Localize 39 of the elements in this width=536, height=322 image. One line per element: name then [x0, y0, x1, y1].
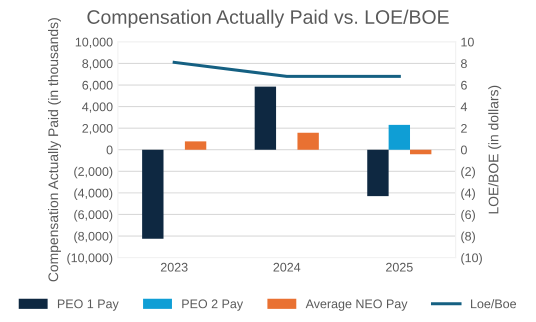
y-tick-label: 0: [106, 146, 113, 154]
y-tick-label: 10,000: [76, 38, 113, 48]
bar: [410, 150, 432, 154]
bar: [184, 141, 206, 150]
legend-label: Loe/Boe: [471, 299, 516, 308]
y2-tick-label: 10: [461, 38, 474, 47]
y-tick-label: 4,000: [82, 102, 113, 113]
legend-label: PEO 1 Pay: [58, 299, 119, 311]
y-tick-label: (2,000): [74, 166, 112, 178]
x-tick-label: 2024: [273, 262, 300, 272]
y-tick-label: 2,000: [82, 124, 113, 134]
y-tick-label: (6,000): [74, 210, 112, 222]
y-tick-label: (10,000): [67, 253, 112, 265]
bar: [254, 86, 276, 150]
y2-tick-label: (2): [461, 166, 475, 178]
y-tick-label: 6,000: [82, 80, 113, 92]
bar: [367, 150, 389, 196]
chart-title: Compensation Actually Paid vs. LOE/BOE: [87, 10, 449, 28]
y2-tick-label: (10): [461, 253, 482, 265]
y-axis-title: Compensation Actually Paid (in thousands): [48, 18, 61, 282]
bar: [142, 150, 164, 239]
y2-tick-label: 8: [461, 59, 467, 68]
x-tick-label: 2023: [160, 262, 188, 272]
y2-axis-title: LOE/BOE (in dollars): [488, 86, 502, 214]
legend-label: PEO 2 Pay: [182, 299, 244, 311]
y2-tick-label: (4): [461, 188, 475, 200]
y-tick-label: (8,000): [74, 231, 112, 244]
y-tick-label: (4,000): [74, 188, 112, 200]
legend-label: Average NEO Pay: [306, 299, 408, 311]
y-tick-label: 8,000: [82, 59, 113, 70]
y2-tick-label: (6): [461, 210, 475, 222]
y2-tick-label: 4: [460, 102, 468, 112]
y2-tick-label: 2: [461, 124, 467, 133]
x-tick-label: 2025: [386, 262, 413, 272]
y2-tick-label: (8): [461, 231, 475, 244]
y2-tick-label: 0: [460, 146, 467, 154]
bar: [388, 124, 410, 150]
bar: [297, 132, 319, 150]
y2-tick-label: 6: [461, 80, 467, 90]
